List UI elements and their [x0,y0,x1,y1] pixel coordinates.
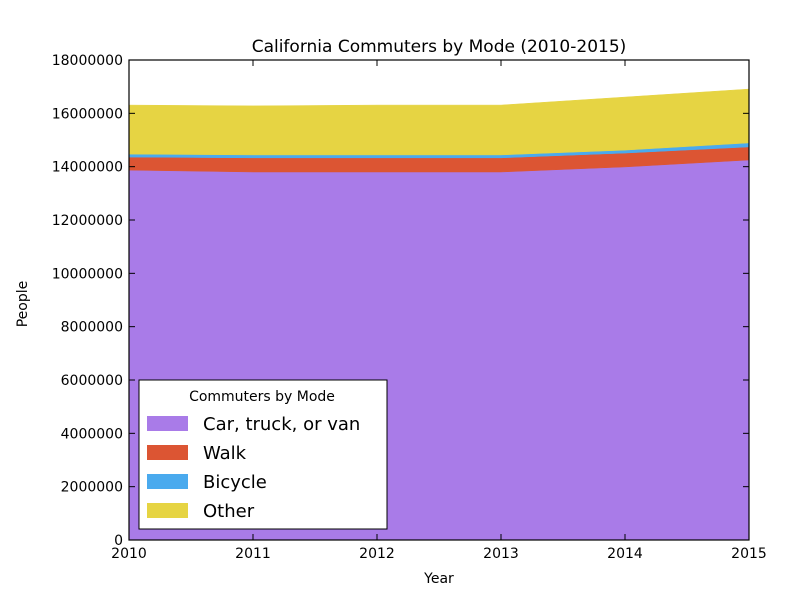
y-tick-label: 12000000 [52,213,123,229]
legend-swatch [147,416,188,431]
y-tick-label: 16000000 [52,106,123,122]
x-tick-label: 2012 [359,546,395,562]
x-tick-label: 2010 [111,546,147,562]
y-tick-label: 2000000 [61,480,123,496]
area-other [128,88,750,156]
legend-swatch [147,503,188,518]
y-tick-label: 0 [114,533,123,549]
legend-label: Walk [203,443,247,464]
y-tick-label: 14000000 [52,160,123,176]
x-axis: 2010 2011 2012 2013 2014 2015 [111,60,767,562]
y-tick-label: 10000000 [52,266,123,282]
y-tick-label: 18000000 [52,53,123,69]
legend-swatch [147,474,188,489]
x-tick-label: 2011 [235,546,271,562]
legend-label: Car, truck, or van [203,414,360,435]
x-tick-label: 2015 [731,546,767,562]
x-tick-label: 2013 [483,546,519,562]
legend-label: Other [203,501,255,522]
plot-frame [128,59,750,541]
y-tick-label: 8000000 [61,320,123,336]
legend-label: Bicycle [203,472,267,493]
legend-swatch [147,445,188,460]
legend-title: Commuters by Mode [189,389,335,405]
y-axis-label: People [15,281,31,328]
legend: Commuters by Mode Car, truck, or van Walk… [138,379,388,530]
x-tick-label: 2014 [607,546,643,562]
x-axis-label: Year [423,571,454,587]
y-axis: 0 2000000 4000000 6000000 8000000 10000000 120… [52,53,749,549]
y-tick-label: 4000000 [61,426,123,442]
y-tick-label: 6000000 [61,373,123,389]
chart-title: California Commuters by Mode (2010-2015) [252,37,627,57]
